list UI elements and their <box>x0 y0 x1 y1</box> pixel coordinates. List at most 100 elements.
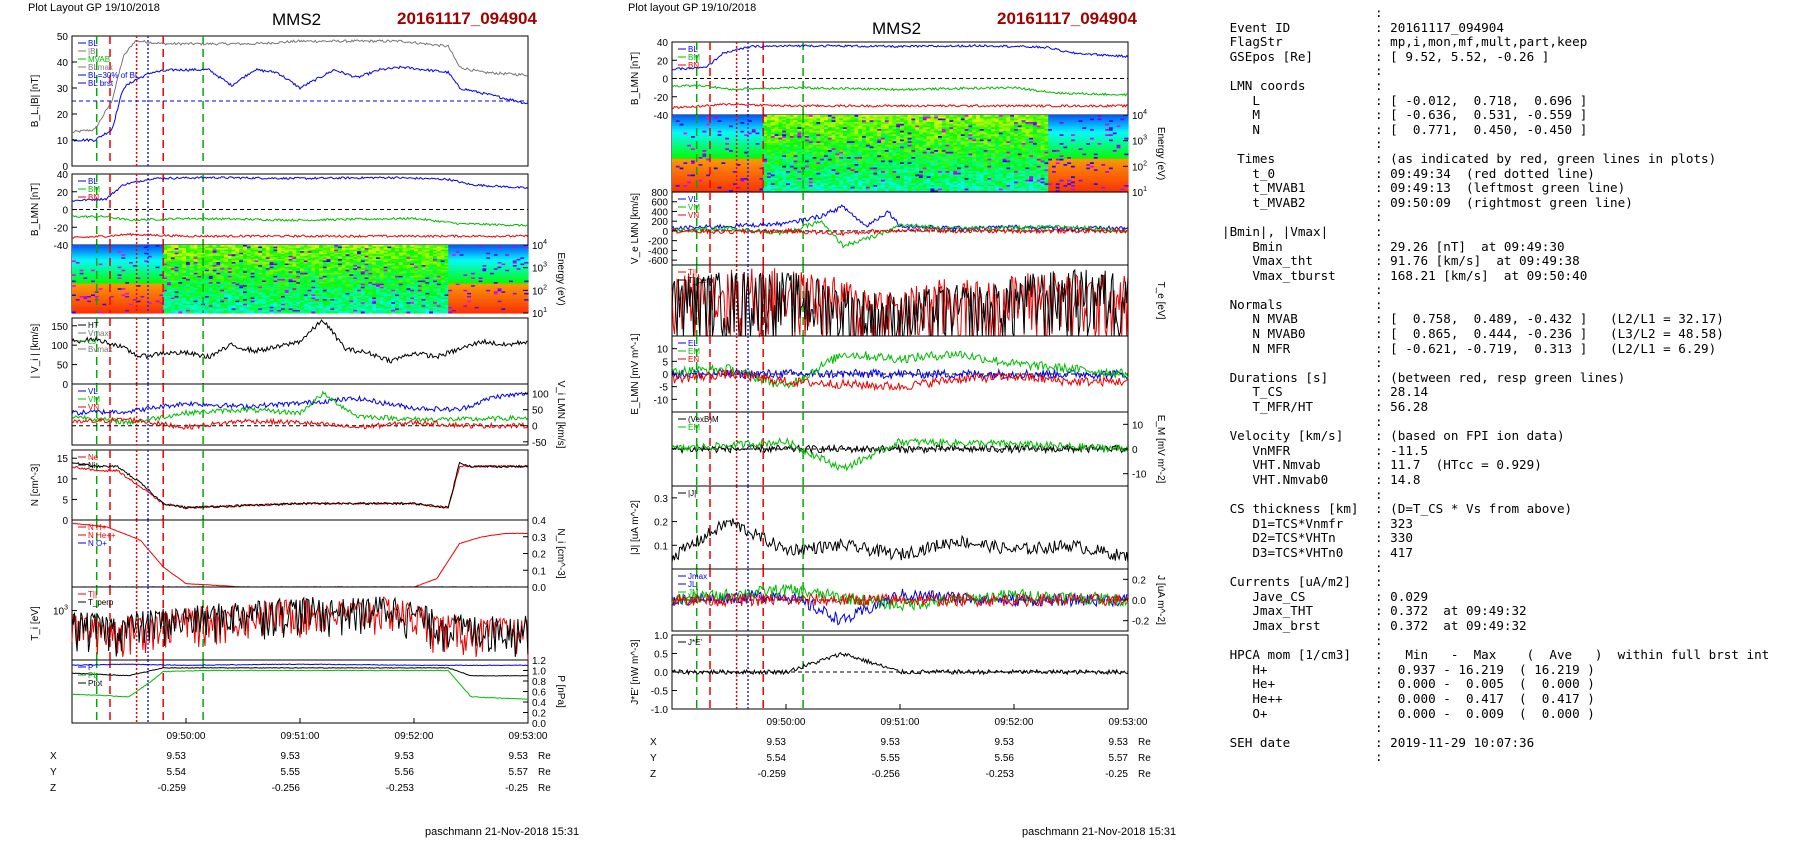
spectrogram-cell <box>250 302 255 305</box>
spectrogram-cell <box>490 248 495 251</box>
spectrogram-cell <box>398 268 404 271</box>
spectrogram-cell <box>227 263 233 266</box>
spectrogram-cell <box>193 257 198 260</box>
spectrogram-cell <box>83 296 88 299</box>
spectrogram-cell <box>102 255 107 258</box>
spectrogram-cell <box>186 300 191 303</box>
spectrogram-cell <box>243 260 248 263</box>
spectrogram-cell <box>87 257 92 260</box>
spectrogram-cell <box>338 257 343 260</box>
spectrogram-cell <box>102 249 107 252</box>
spectrogram-cell <box>227 291 233 294</box>
spectrogram-cell <box>144 245 149 248</box>
spectrogram-cell <box>463 282 468 285</box>
spectrogram-cell <box>106 268 111 271</box>
spectrogram-cell <box>231 263 236 266</box>
spectrogram-cell <box>345 305 350 308</box>
spectrogram-cell <box>296 277 301 280</box>
spectrogram-cell <box>463 296 468 299</box>
spectrogram-cell <box>254 292 259 296</box>
spectrogram-cell <box>497 289 502 292</box>
spectrogram-cell <box>254 245 259 248</box>
spectrogram-cell <box>235 260 240 263</box>
spectrogram-cell <box>345 268 350 271</box>
spectrogram-cell <box>376 263 381 266</box>
spectrogram-cell <box>174 257 179 260</box>
spectrogram-cell <box>246 260 252 263</box>
spectrogram-cell <box>493 260 499 263</box>
spectrogram-cell <box>87 297 92 300</box>
spectrogram-cell <box>372 266 377 269</box>
spectrogram-cell <box>497 292 502 296</box>
spectrogram-cell <box>501 279 506 282</box>
spectrogram-cell <box>254 258 259 262</box>
spectrogram-cell <box>243 248 248 251</box>
spectrogram-cell <box>455 294 461 297</box>
spectrogram-cell <box>292 303 297 306</box>
spectrogram-cell <box>281 263 286 266</box>
spectrogram-cell <box>307 306 312 309</box>
spectrogram-cell <box>178 280 183 283</box>
spectrogram-cell <box>417 283 423 286</box>
spectrogram-cell <box>284 245 290 248</box>
spectrogram-cell <box>296 245 301 248</box>
spectrogram-cell <box>227 297 233 300</box>
spectrogram-cell <box>509 280 514 283</box>
spectrogram-cell <box>341 288 347 291</box>
spectrogram-cell <box>144 249 149 252</box>
spectrogram-cell <box>284 292 290 296</box>
spectrogram-cell <box>516 282 521 285</box>
spectrogram-cell <box>148 279 153 282</box>
spectrogram-cell <box>273 272 278 275</box>
spectrogram-cell <box>155 299 160 302</box>
spectrogram-cell <box>398 245 404 248</box>
spectrogram-cell <box>292 274 297 277</box>
spectrogram-cell <box>516 262 521 265</box>
spectrogram-cell <box>459 249 464 252</box>
spectrogram-cell <box>341 280 347 283</box>
spectrogram-cell <box>402 292 407 296</box>
spectrogram-cell <box>167 255 172 258</box>
spectrogram-cell <box>436 271 442 274</box>
spectrogram-cell <box>311 249 316 252</box>
spectrogram-cell <box>376 252 381 255</box>
spectrogram-cell <box>315 285 320 288</box>
spectrogram-cell <box>311 251 316 254</box>
spectrogram-cell <box>239 305 244 308</box>
spectrogram-cell <box>341 265 347 268</box>
spectrogram-cell <box>452 300 457 303</box>
spectrogram-cell <box>429 297 434 300</box>
spectrogram-cell <box>490 245 495 248</box>
spectrogram-cell <box>429 255 434 258</box>
spectrogram-cell <box>421 260 426 263</box>
spectrogram-cell <box>262 260 267 263</box>
spectrogram-cell <box>387 274 392 277</box>
left-event-id: 20161117_094904 <box>397 9 537 28</box>
spectrogram-cell <box>516 268 521 271</box>
spectrogram-cell <box>246 277 252 280</box>
spectrogram-cell <box>520 266 525 269</box>
spectrogram-cell <box>281 260 286 263</box>
spectrogram-cell <box>140 266 145 269</box>
spectrogram-cell <box>391 279 396 282</box>
spectrogram-cell <box>197 299 202 302</box>
spectrogram-cell <box>94 294 100 297</box>
spectrogram-cell <box>262 283 267 286</box>
spectrogram-cell <box>398 292 404 296</box>
spectrogram-cell <box>455 248 461 251</box>
spectrogram-cell <box>288 296 293 299</box>
spectrogram-cell <box>520 257 525 260</box>
spectrogram-cell <box>243 302 248 305</box>
spectrogram-cell <box>87 262 92 265</box>
spectrogram-cell <box>459 296 464 299</box>
spectrogram-cell <box>444 272 449 275</box>
spectrogram-cell <box>334 289 339 292</box>
spectrogram-cell <box>459 305 464 308</box>
spectrogram-cell <box>452 306 457 309</box>
spectrogram-cell <box>395 277 400 280</box>
spectrogram-cell <box>75 245 81 248</box>
spectrogram-cell <box>345 266 350 269</box>
spectrogram-cell <box>433 286 438 289</box>
spectrogram-cell <box>414 251 419 254</box>
spectrogram-cell <box>129 248 134 251</box>
